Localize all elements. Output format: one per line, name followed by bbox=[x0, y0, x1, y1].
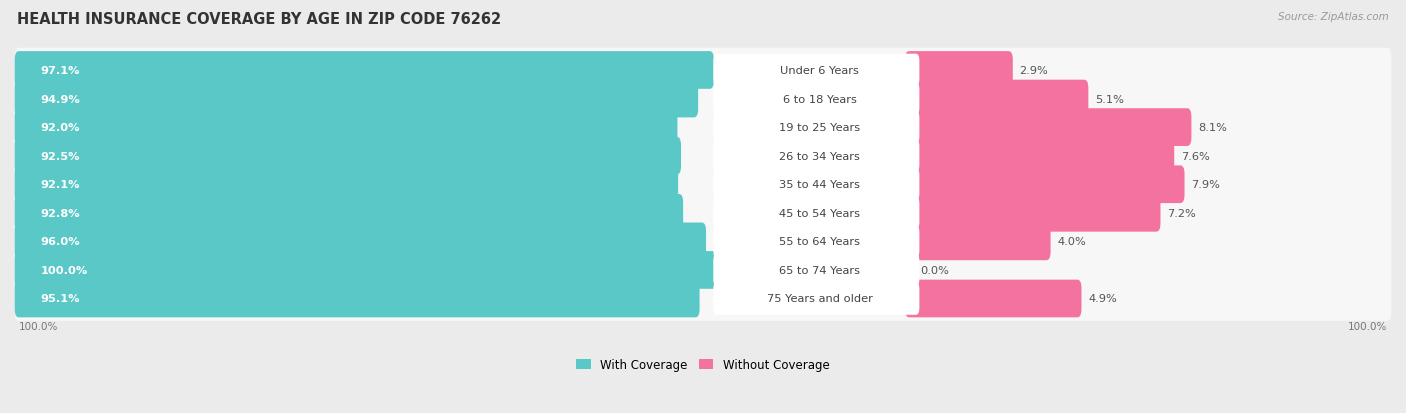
Text: 7.6%: 7.6% bbox=[1181, 151, 1209, 161]
Text: 4.0%: 4.0% bbox=[1057, 237, 1087, 247]
FancyBboxPatch shape bbox=[14, 134, 1392, 178]
Text: 7.2%: 7.2% bbox=[1167, 208, 1197, 218]
FancyBboxPatch shape bbox=[14, 109, 678, 147]
FancyBboxPatch shape bbox=[14, 223, 706, 261]
FancyBboxPatch shape bbox=[14, 106, 1392, 150]
FancyBboxPatch shape bbox=[713, 112, 920, 144]
FancyBboxPatch shape bbox=[713, 254, 920, 287]
FancyBboxPatch shape bbox=[905, 280, 1081, 318]
Text: 100.0%: 100.0% bbox=[1348, 321, 1388, 331]
Text: 6 to 18 Years: 6 to 18 Years bbox=[783, 94, 856, 104]
FancyBboxPatch shape bbox=[713, 197, 920, 230]
FancyBboxPatch shape bbox=[14, 195, 683, 232]
Text: 2.9%: 2.9% bbox=[1019, 66, 1049, 76]
FancyBboxPatch shape bbox=[14, 49, 1392, 93]
Text: 5.1%: 5.1% bbox=[1095, 94, 1125, 104]
FancyBboxPatch shape bbox=[905, 52, 1012, 90]
FancyBboxPatch shape bbox=[713, 55, 920, 87]
FancyBboxPatch shape bbox=[14, 166, 678, 204]
Text: Source: ZipAtlas.com: Source: ZipAtlas.com bbox=[1278, 12, 1389, 22]
FancyBboxPatch shape bbox=[14, 138, 681, 175]
Text: 96.0%: 96.0% bbox=[41, 237, 80, 247]
Text: 7.9%: 7.9% bbox=[1191, 180, 1220, 190]
Text: Under 6 Years: Under 6 Years bbox=[780, 66, 859, 76]
Text: 92.0%: 92.0% bbox=[41, 123, 80, 133]
FancyBboxPatch shape bbox=[905, 195, 1160, 232]
FancyBboxPatch shape bbox=[905, 138, 1174, 175]
FancyBboxPatch shape bbox=[713, 83, 920, 116]
Text: 4.9%: 4.9% bbox=[1088, 294, 1118, 304]
FancyBboxPatch shape bbox=[14, 163, 1392, 207]
Text: 100.0%: 100.0% bbox=[18, 321, 58, 331]
FancyBboxPatch shape bbox=[905, 166, 1184, 204]
Text: 92.5%: 92.5% bbox=[41, 151, 80, 161]
Text: 0.0%: 0.0% bbox=[920, 265, 949, 275]
Legend: With Coverage, Without Coverage: With Coverage, Without Coverage bbox=[572, 354, 834, 376]
FancyBboxPatch shape bbox=[905, 223, 1050, 261]
FancyBboxPatch shape bbox=[713, 225, 920, 258]
FancyBboxPatch shape bbox=[713, 282, 920, 315]
Text: HEALTH INSURANCE COVERAGE BY AGE IN ZIP CODE 76262: HEALTH INSURANCE COVERAGE BY AGE IN ZIP … bbox=[17, 12, 501, 27]
FancyBboxPatch shape bbox=[14, 52, 714, 90]
Text: 75 Years and older: 75 Years and older bbox=[766, 294, 873, 304]
Text: 35 to 44 Years: 35 to 44 Years bbox=[779, 180, 860, 190]
FancyBboxPatch shape bbox=[713, 169, 920, 201]
FancyBboxPatch shape bbox=[14, 252, 734, 289]
FancyBboxPatch shape bbox=[14, 77, 1392, 121]
FancyBboxPatch shape bbox=[14, 280, 700, 318]
Text: 26 to 34 Years: 26 to 34 Years bbox=[779, 151, 860, 161]
FancyBboxPatch shape bbox=[905, 81, 1088, 118]
Text: 92.8%: 92.8% bbox=[41, 208, 80, 218]
Text: 92.1%: 92.1% bbox=[41, 180, 80, 190]
Text: 94.9%: 94.9% bbox=[41, 94, 80, 104]
FancyBboxPatch shape bbox=[14, 191, 1392, 235]
FancyBboxPatch shape bbox=[713, 140, 920, 173]
FancyBboxPatch shape bbox=[14, 248, 1392, 292]
Text: 19 to 25 Years: 19 to 25 Years bbox=[779, 123, 860, 133]
FancyBboxPatch shape bbox=[14, 220, 1392, 264]
Text: 55 to 64 Years: 55 to 64 Years bbox=[779, 237, 860, 247]
Text: 45 to 54 Years: 45 to 54 Years bbox=[779, 208, 860, 218]
Text: 100.0%: 100.0% bbox=[41, 265, 89, 275]
Text: 95.1%: 95.1% bbox=[41, 294, 80, 304]
FancyBboxPatch shape bbox=[905, 109, 1191, 147]
FancyBboxPatch shape bbox=[14, 81, 699, 118]
Text: 65 to 74 Years: 65 to 74 Years bbox=[779, 265, 860, 275]
Text: 8.1%: 8.1% bbox=[1198, 123, 1227, 133]
Text: 97.1%: 97.1% bbox=[41, 66, 80, 76]
FancyBboxPatch shape bbox=[14, 277, 1392, 321]
